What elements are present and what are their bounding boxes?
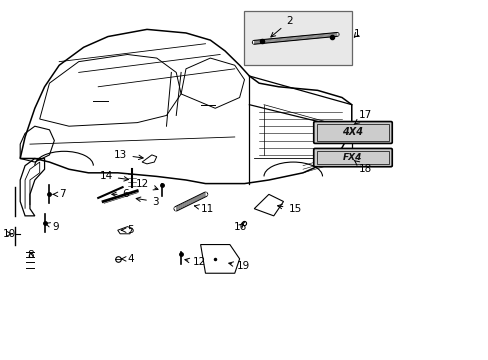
Text: 16: 16 xyxy=(233,222,246,231)
Text: 18: 18 xyxy=(353,160,371,174)
Text: 9: 9 xyxy=(45,222,59,231)
Text: 1: 1 xyxy=(353,29,360,39)
Text: 4: 4 xyxy=(121,254,134,264)
FancyBboxPatch shape xyxy=(313,148,391,167)
Text: 19: 19 xyxy=(228,261,250,271)
Text: 4X4: 4X4 xyxy=(342,127,363,138)
FancyBboxPatch shape xyxy=(313,122,391,143)
Text: 11: 11 xyxy=(194,204,213,214)
Text: 17: 17 xyxy=(353,111,371,125)
Text: 6: 6 xyxy=(112,189,129,199)
Text: 5: 5 xyxy=(121,225,134,235)
Text: 12: 12 xyxy=(184,257,206,267)
Text: 14: 14 xyxy=(100,171,128,181)
Text: 2: 2 xyxy=(270,17,292,37)
Text: 7: 7 xyxy=(53,189,66,199)
Text: 8: 8 xyxy=(27,250,34,260)
Text: 3: 3 xyxy=(136,197,158,207)
Text: FX4: FX4 xyxy=(343,153,362,162)
Text: 12: 12 xyxy=(136,179,158,190)
Bar xyxy=(317,151,388,164)
Text: 10: 10 xyxy=(3,229,16,239)
Bar xyxy=(317,124,388,141)
Text: 15: 15 xyxy=(277,204,301,214)
Bar xyxy=(244,12,351,65)
Text: 13: 13 xyxy=(114,150,143,160)
